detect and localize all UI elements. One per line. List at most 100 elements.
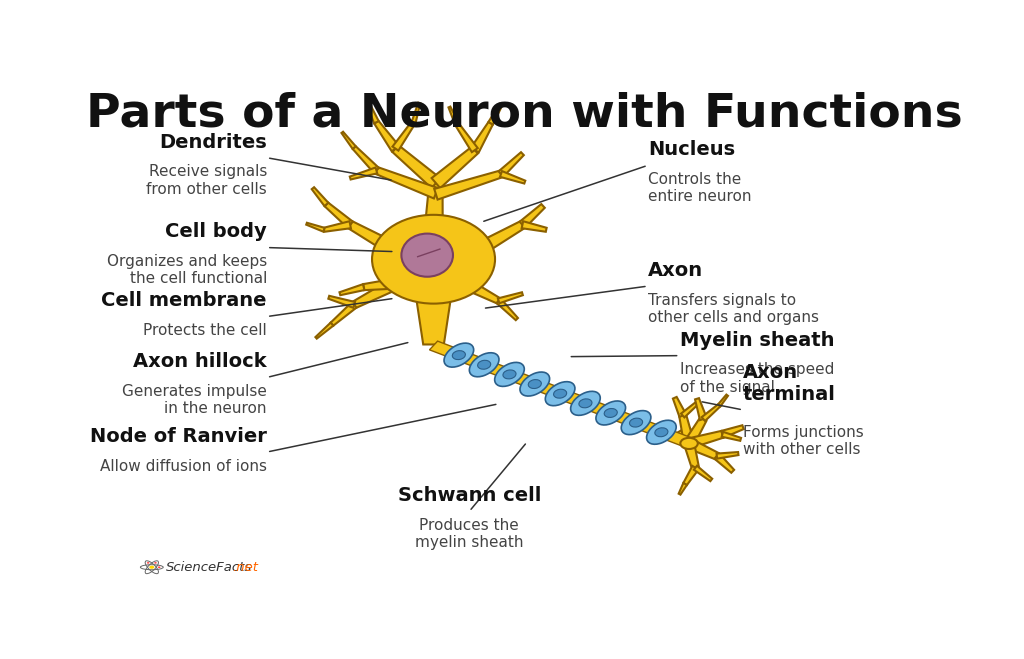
Polygon shape xyxy=(331,302,356,326)
Polygon shape xyxy=(434,171,502,200)
Polygon shape xyxy=(717,452,738,459)
Ellipse shape xyxy=(570,391,600,415)
Ellipse shape xyxy=(604,409,617,417)
Text: Schwann cell: Schwann cell xyxy=(397,486,541,505)
Polygon shape xyxy=(687,439,719,459)
Text: Allow diffusion of ions: Allow diffusion of ions xyxy=(100,459,267,474)
Polygon shape xyxy=(329,296,355,308)
Polygon shape xyxy=(679,415,694,445)
Circle shape xyxy=(146,562,150,563)
Polygon shape xyxy=(311,187,329,206)
Polygon shape xyxy=(412,103,420,123)
Text: Controls the
entire neuron: Controls the entire neuron xyxy=(648,172,752,204)
Polygon shape xyxy=(449,107,459,126)
Ellipse shape xyxy=(579,399,592,408)
Polygon shape xyxy=(499,152,524,177)
Circle shape xyxy=(158,566,161,568)
Polygon shape xyxy=(471,122,493,152)
Polygon shape xyxy=(431,147,478,188)
Polygon shape xyxy=(722,432,741,441)
Ellipse shape xyxy=(654,428,668,437)
Polygon shape xyxy=(463,279,500,304)
Ellipse shape xyxy=(503,370,516,379)
Polygon shape xyxy=(679,483,687,495)
Polygon shape xyxy=(367,104,379,123)
Ellipse shape xyxy=(596,401,626,425)
Polygon shape xyxy=(352,146,379,173)
Polygon shape xyxy=(684,442,699,469)
Ellipse shape xyxy=(622,411,651,435)
Polygon shape xyxy=(350,167,377,179)
Polygon shape xyxy=(416,297,451,345)
Text: Organizes and keeps
the cell functional: Organizes and keeps the cell functional xyxy=(106,254,267,287)
Ellipse shape xyxy=(528,380,542,389)
Polygon shape xyxy=(695,398,707,420)
Polygon shape xyxy=(476,221,524,255)
Polygon shape xyxy=(325,202,353,228)
Circle shape xyxy=(150,565,155,569)
Polygon shape xyxy=(677,426,693,442)
Polygon shape xyxy=(456,124,478,152)
Polygon shape xyxy=(498,292,523,303)
Text: Cell membrane: Cell membrane xyxy=(101,291,267,310)
Text: Axon: Axon xyxy=(648,261,702,280)
Text: Generates impulse
in the neuron: Generates impulse in the neuron xyxy=(122,384,267,416)
Ellipse shape xyxy=(444,343,474,367)
Polygon shape xyxy=(306,223,325,232)
Polygon shape xyxy=(375,121,399,152)
Polygon shape xyxy=(718,395,728,407)
Ellipse shape xyxy=(372,215,495,304)
Polygon shape xyxy=(341,132,355,149)
Polygon shape xyxy=(683,466,698,485)
Polygon shape xyxy=(685,417,707,446)
Text: Cell body: Cell body xyxy=(165,223,267,241)
Ellipse shape xyxy=(630,418,643,427)
Text: Nucleus: Nucleus xyxy=(648,140,735,159)
Text: Parts of a Neuron with Functions: Parts of a Neuron with Functions xyxy=(86,92,964,137)
Polygon shape xyxy=(681,401,699,417)
Polygon shape xyxy=(701,404,720,421)
Polygon shape xyxy=(424,183,442,233)
Ellipse shape xyxy=(477,360,490,369)
Text: Produces the
myelin sheath: Produces the myelin sheath xyxy=(415,518,523,550)
Polygon shape xyxy=(715,453,734,473)
Polygon shape xyxy=(324,221,351,232)
Text: Forms junctions
with other cells: Forms junctions with other cells xyxy=(743,425,864,457)
Polygon shape xyxy=(521,221,547,232)
Text: Receive signals
from other cells: Receive signals from other cells xyxy=(146,164,267,196)
Text: Increases the speed
of the signal: Increases the speed of the signal xyxy=(680,362,834,395)
Polygon shape xyxy=(375,167,438,198)
Text: Axon hillock: Axon hillock xyxy=(133,353,267,372)
Polygon shape xyxy=(392,121,416,151)
Polygon shape xyxy=(364,279,396,290)
Polygon shape xyxy=(721,425,743,438)
Ellipse shape xyxy=(495,362,524,386)
Text: Transfers signals to
other cells and organs: Transfers signals to other cells and org… xyxy=(648,293,819,325)
Polygon shape xyxy=(673,397,686,417)
Polygon shape xyxy=(352,278,398,308)
Polygon shape xyxy=(348,221,397,255)
Polygon shape xyxy=(315,323,333,339)
Ellipse shape xyxy=(401,233,453,277)
Text: Myelin sheath: Myelin sheath xyxy=(680,331,835,349)
Ellipse shape xyxy=(469,353,499,377)
Polygon shape xyxy=(392,145,440,188)
Polygon shape xyxy=(497,299,518,320)
Ellipse shape xyxy=(546,382,574,406)
Text: Protects the cell: Protects the cell xyxy=(143,323,267,338)
Ellipse shape xyxy=(646,420,676,444)
Ellipse shape xyxy=(554,389,566,398)
Ellipse shape xyxy=(453,351,465,360)
Ellipse shape xyxy=(680,438,697,449)
Polygon shape xyxy=(500,171,525,183)
Polygon shape xyxy=(488,103,503,125)
Polygon shape xyxy=(340,284,365,295)
Text: Axon
terminal: Axon terminal xyxy=(743,363,836,404)
Polygon shape xyxy=(519,204,545,228)
Polygon shape xyxy=(429,341,691,446)
Text: .net: .net xyxy=(232,561,258,574)
Text: Dendrites: Dendrites xyxy=(159,132,267,152)
Text: Node of Ranvier: Node of Ranvier xyxy=(90,427,267,446)
Text: ScienceFacts: ScienceFacts xyxy=(166,561,252,574)
Polygon shape xyxy=(688,431,723,448)
